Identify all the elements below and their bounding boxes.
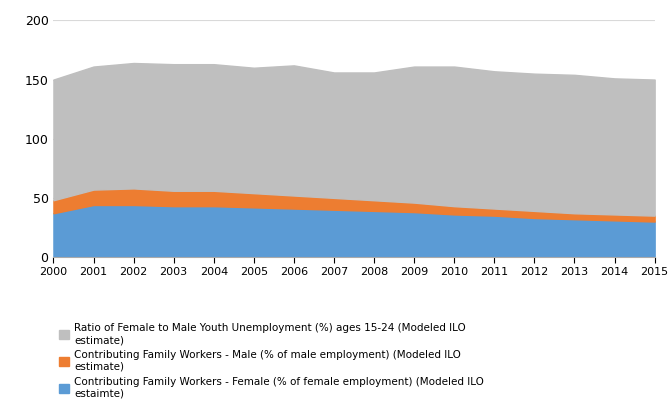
Legend: Ratio of Female to Male Youth Unemployment (%) ages 15-24 (Modeled ILO
estimate): Ratio of Female to Male Youth Unemployme…	[59, 324, 484, 399]
